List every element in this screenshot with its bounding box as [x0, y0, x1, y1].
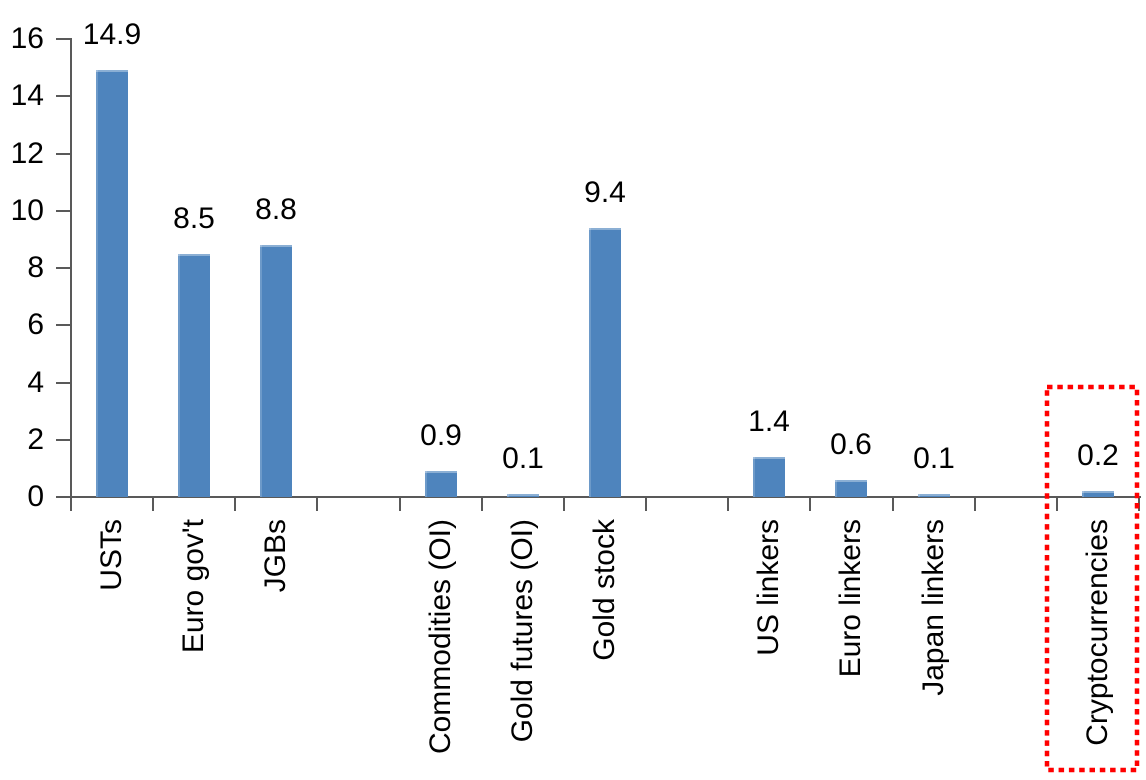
category-label: Euro gov't [177, 519, 210, 654]
bar-value-label: 9.4 [584, 176, 626, 209]
category-label: Commodities (OI) [424, 519, 457, 755]
bar-value-label: 0.1 [913, 442, 955, 475]
bar-value-label: 0.6 [830, 428, 872, 461]
y-tick [56, 209, 71, 212]
x-tick [152, 497, 155, 511]
bar [753, 457, 785, 497]
bar [260, 245, 292, 497]
x-tick [316, 497, 319, 511]
bar [1082, 491, 1114, 497]
y-tick-label: 2 [27, 422, 44, 456]
bar-value-label: 0.1 [502, 442, 544, 475]
x-tick [562, 497, 565, 511]
category-label: US linkers [752, 519, 785, 656]
y-tick [56, 38, 71, 40]
y-tick [56, 95, 71, 98]
x-tick [809, 497, 812, 511]
bar-value-label: 0.2 [1077, 439, 1119, 472]
bar-value-label: 14.9 [82, 18, 142, 51]
bar-value-label: 8.5 [173, 202, 215, 235]
bar-value-label: 0.9 [420, 419, 462, 452]
category-label: JGBs [259, 519, 292, 593]
y-tick-label: 0 [27, 480, 44, 513]
y-tick [56, 324, 71, 327]
y-tick [56, 496, 71, 498]
x-tick [891, 497, 894, 511]
x-tick [645, 497, 648, 511]
category-label: Euro linkers [834, 519, 867, 678]
y-tick-label: 4 [27, 365, 44, 399]
y-tick-label: 12 [10, 136, 44, 170]
category-label: Japan linkers [917, 519, 950, 696]
category-label: Gold futures (OI) [506, 519, 539, 743]
y-tick-label: 8 [27, 251, 44, 284]
y-tick [56, 267, 71, 269]
y-tick [56, 152, 71, 155]
x-axis-line [70, 496, 1141, 498]
y-tick-label: 14 [10, 79, 44, 113]
x-tick [70, 497, 72, 511]
y-tick-label: 10 [10, 193, 44, 227]
y-tick-label: 6 [27, 308, 44, 342]
bar [835, 480, 867, 497]
bar [96, 70, 128, 497]
x-tick [234, 497, 237, 511]
x-tick [727, 497, 730, 511]
bar [918, 494, 950, 497]
bar [425, 471, 457, 497]
y-axis-line [70, 38, 72, 498]
x-tick [398, 497, 401, 511]
bar [589, 228, 621, 497]
bar [178, 254, 210, 497]
y-tick [56, 438, 71, 441]
x-tick [973, 497, 976, 511]
x-tick [1055, 497, 1058, 511]
bar-value-label: 8.8 [255, 193, 297, 226]
x-tick [480, 497, 483, 511]
highlight-box [1044, 384, 1140, 773]
y-tick-label: 16 [10, 22, 44, 55]
bar [507, 494, 539, 497]
bar-value-label: 1.4 [748, 405, 790, 438]
category-label: Gold stock [588, 519, 621, 661]
category-label: USTs [95, 519, 128, 591]
y-tick [56, 381, 71, 384]
